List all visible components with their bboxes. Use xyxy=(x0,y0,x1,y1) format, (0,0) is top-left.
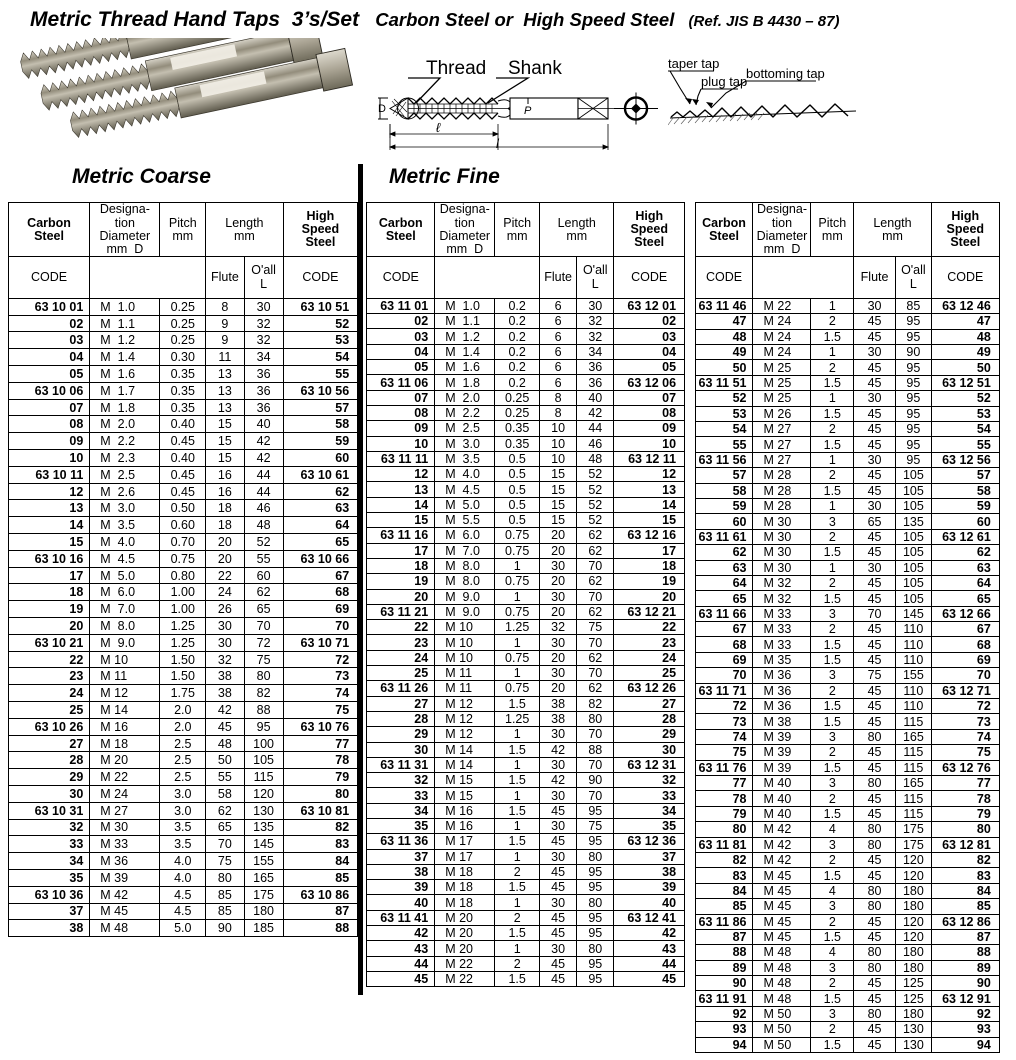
svg-text:D: D xyxy=(378,103,386,115)
svg-text:Thread: Thread xyxy=(426,58,486,79)
svg-text:ℓ: ℓ xyxy=(436,120,441,135)
svg-text:taper tap: taper tap xyxy=(668,58,719,71)
svg-text:Shank: Shank xyxy=(508,58,562,79)
svg-text:l: l xyxy=(496,136,500,151)
svg-text:P: P xyxy=(524,105,532,117)
svg-text:plug tap: plug tap xyxy=(701,74,747,89)
svg-text:bottoming tap: bottoming tap xyxy=(746,66,825,81)
